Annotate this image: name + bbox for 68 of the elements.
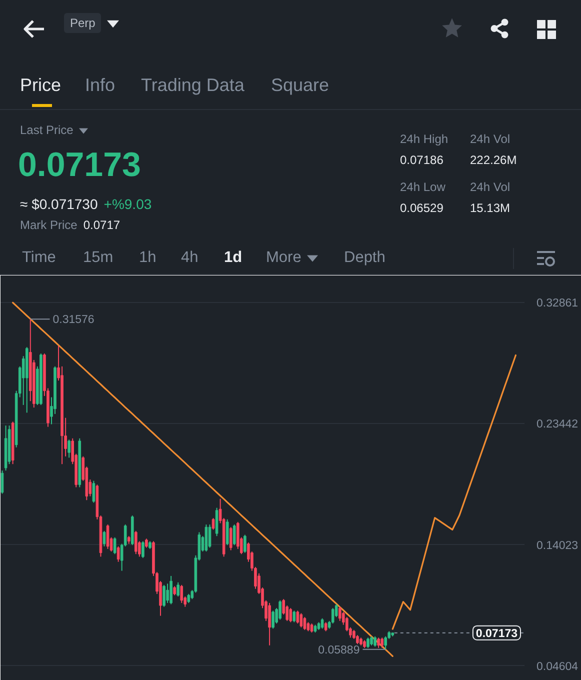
text: 1h (139, 249, 156, 266)
ref-line-label: 0.07173 (476, 628, 518, 640)
candlestick (229, 526, 232, 551)
candlestick (374, 636, 376, 648)
candlestick (166, 583, 169, 604)
candlestick (272, 610, 274, 630)
y-tick-label: 0.14023 (536, 540, 578, 552)
text: Depth (344, 249, 386, 266)
text: 222.26M (470, 153, 517, 167)
candlestick (113, 536, 116, 555)
line-series (392, 354, 517, 630)
y-tick-label: 0.23442 (536, 418, 578, 431)
candlestick (176, 582, 180, 598)
candlestick (289, 608, 292, 623)
candlestick (215, 507, 218, 537)
candlestick (268, 602, 271, 646)
text: 24h Vol (470, 180, 510, 194)
candlestick (180, 584, 184, 604)
text: Info (85, 75, 116, 95)
candlestick (226, 518, 229, 546)
text: 15m (83, 249, 114, 266)
candlestick (92, 480, 96, 504)
text: 1d (224, 249, 242, 266)
candlestick (292, 610, 296, 623)
y-tick-label: 0.04604 (536, 660, 579, 673)
candlestick (331, 608, 334, 624)
candlestick (170, 575, 172, 605)
text: Trading Data (141, 75, 244, 95)
candlestick (116, 546, 120, 562)
candlestick (338, 606, 342, 622)
text: 0.07173 (18, 146, 141, 184)
text: 15.13M (470, 201, 510, 215)
text: 24h High (400, 132, 448, 146)
candlestick (212, 518, 215, 530)
text: 0.07186 (400, 153, 444, 167)
text: 0.06529 (400, 201, 444, 215)
candlestick (320, 618, 324, 630)
text: +%9.03 (104, 196, 152, 212)
text: Last Price (20, 123, 74, 137)
text: 24h Low (400, 180, 446, 194)
candlestick (303, 616, 306, 630)
candlestick (204, 524, 208, 552)
candlestick (68, 439, 70, 458)
annotation: 0.31576 (52, 314, 94, 326)
candlestick (380, 637, 384, 648)
candlestick (142, 540, 144, 558)
text: 4h (181, 249, 198, 266)
candlestick (278, 600, 282, 620)
text: 0.0717 (83, 218, 120, 232)
candlestick (134, 530, 138, 555)
text: Perp (64, 13, 102, 33)
text: ≈ $0.071730 (20, 196, 98, 212)
text: More (266, 249, 302, 266)
text: 24h Vol (470, 132, 510, 146)
candlestick (296, 610, 300, 624)
y-tick-label: 0.32861 (536, 298, 578, 310)
text: Price (20, 75, 62, 95)
candlestick (244, 534, 246, 554)
candlestick (366, 637, 370, 648)
text: Time (22, 249, 56, 266)
text: Mark Price (20, 218, 78, 232)
candlestick (377, 637, 380, 648)
candlestick (162, 584, 166, 608)
annotation: 0.05889 (318, 644, 360, 656)
line-series (12, 302, 394, 657)
candlestick (300, 612, 303, 628)
text: Square (271, 75, 330, 95)
candlestick (232, 524, 236, 546)
